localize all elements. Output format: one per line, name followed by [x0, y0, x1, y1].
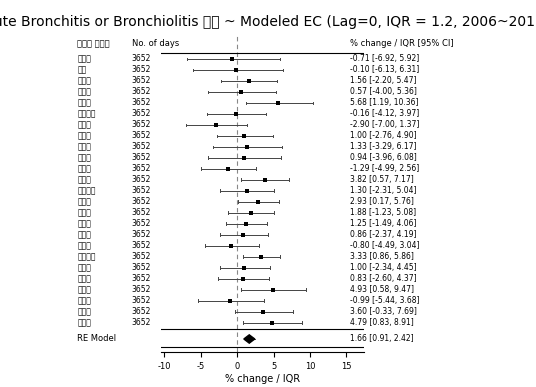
- Text: 3652: 3652: [132, 98, 151, 108]
- Text: 3652: 3652: [132, 208, 151, 217]
- Text: 3652: 3652: [132, 186, 151, 195]
- Text: 마포구: 마포구: [77, 197, 91, 206]
- Text: 0.57 [-4.00, 5.36]: 0.57 [-4.00, 5.36]: [350, 87, 417, 96]
- Text: 3652: 3652: [132, 197, 151, 206]
- Text: 성북구: 성북구: [77, 131, 91, 140]
- Text: 1.56 [-2.20, 5.47]: 1.56 [-2.20, 5.47]: [350, 77, 416, 86]
- Text: 관악구: 관악구: [77, 274, 91, 283]
- Text: 영등포구: 영등포구: [77, 252, 95, 261]
- Text: 도봉구: 도봉구: [77, 153, 91, 162]
- Text: 중랑구: 중랑구: [77, 120, 91, 129]
- Text: 1.33 [-3.29, 6.17]: 1.33 [-3.29, 6.17]: [350, 142, 416, 151]
- Text: -0.80 [-4.49, 3.04]: -0.80 [-4.49, 3.04]: [350, 241, 420, 250]
- Text: 3652: 3652: [132, 55, 151, 63]
- Text: 3652: 3652: [132, 263, 151, 272]
- Text: 중구: 중구: [77, 65, 86, 74]
- Text: % change / IQR [95% CI]: % change / IQR [95% CI]: [350, 39, 453, 48]
- Text: 노원구: 노원구: [77, 164, 91, 173]
- Text: 3.82 [0.57, 7.17]: 3.82 [0.57, 7.17]: [350, 175, 414, 184]
- Text: 4.93 [0.58, 9.47]: 4.93 [0.58, 9.47]: [350, 285, 414, 294]
- Title: Acute Bronchitis or Bronchiolitis 입원 ~ Modeled EC (Lag=0, IQR = 1.2, 2006~2015): Acute Bronchitis or Bronchiolitis 입원 ~ M…: [0, 15, 536, 29]
- Text: 서대문구: 서대문구: [77, 186, 95, 195]
- Text: 1.00 [-2.34, 4.45]: 1.00 [-2.34, 4.45]: [350, 263, 416, 272]
- Text: 3652: 3652: [132, 307, 151, 316]
- Text: 송파구: 송파구: [77, 307, 91, 316]
- Text: 3652: 3652: [132, 120, 151, 129]
- Text: 3652: 3652: [132, 77, 151, 86]
- Text: 3.33 [0.86, 5.86]: 3.33 [0.86, 5.86]: [350, 252, 414, 261]
- Text: 은평구: 은평구: [77, 175, 91, 184]
- Text: 3652: 3652: [132, 175, 151, 184]
- Text: 구로구: 구로구: [77, 230, 91, 239]
- Text: 3652: 3652: [132, 274, 151, 283]
- Text: 서울시 시군구: 서울시 시군구: [77, 39, 110, 48]
- X-axis label: % change / IQR: % change / IQR: [225, 374, 300, 384]
- Text: 3652: 3652: [132, 230, 151, 239]
- Text: 용산구: 용산구: [77, 77, 91, 86]
- Text: 5.68 [1.19, 10.36]: 5.68 [1.19, 10.36]: [350, 98, 419, 108]
- Text: -0.71 [-6.92, 5.92]: -0.71 [-6.92, 5.92]: [350, 55, 419, 63]
- Text: 강동구: 강동구: [77, 318, 91, 327]
- Text: 1.25 [-1.49, 4.06]: 1.25 [-1.49, 4.06]: [350, 219, 416, 228]
- Text: 성동구: 성동구: [77, 87, 91, 96]
- Text: 0.86 [-2.37, 4.19]: 0.86 [-2.37, 4.19]: [350, 230, 416, 239]
- Text: 양천구: 양천구: [77, 208, 91, 217]
- Text: 3652: 3652: [132, 285, 151, 294]
- Text: 3652: 3652: [132, 110, 151, 118]
- Text: 동대문구: 동대문구: [77, 110, 95, 118]
- Text: 3652: 3652: [132, 87, 151, 96]
- Text: 3652: 3652: [132, 142, 151, 151]
- Text: 0.83 [-2.60, 4.37]: 0.83 [-2.60, 4.37]: [350, 274, 416, 283]
- Text: 0.94 [-3.96, 6.08]: 0.94 [-3.96, 6.08]: [350, 153, 416, 162]
- Text: 3652: 3652: [132, 241, 151, 250]
- Text: 2.93 [0.17, 5.76]: 2.93 [0.17, 5.76]: [350, 197, 414, 206]
- Text: 종로구: 종로구: [77, 55, 91, 63]
- Text: 4.79 [0.83, 8.91]: 4.79 [0.83, 8.91]: [350, 318, 414, 327]
- Text: 3652: 3652: [132, 153, 151, 162]
- Text: -0.16 [-4.12, 3.97]: -0.16 [-4.12, 3.97]: [350, 110, 419, 118]
- Text: -1.29 [-4.99, 2.56]: -1.29 [-4.99, 2.56]: [350, 164, 419, 173]
- Text: 금천구: 금천구: [77, 241, 91, 250]
- Text: 1.88 [-1.23, 5.08]: 1.88 [-1.23, 5.08]: [350, 208, 416, 217]
- Text: 3652: 3652: [132, 219, 151, 228]
- Text: 서초구: 서초구: [77, 285, 91, 294]
- Text: 1.00 [-2.76, 4.90]: 1.00 [-2.76, 4.90]: [350, 131, 416, 140]
- Text: 강남구: 강남구: [77, 296, 91, 305]
- Text: No. of days: No. of days: [132, 39, 179, 48]
- Text: 3652: 3652: [132, 131, 151, 140]
- Text: -0.99 [-5.44, 3.68]: -0.99 [-5.44, 3.68]: [350, 296, 420, 305]
- Polygon shape: [244, 335, 255, 343]
- Text: 동작구: 동작구: [77, 263, 91, 272]
- Text: -0.10 [-6.13, 6.31]: -0.10 [-6.13, 6.31]: [350, 65, 419, 74]
- Text: 1.30 [-2.31, 5.04]: 1.30 [-2.31, 5.04]: [350, 186, 416, 195]
- Text: 3652: 3652: [132, 296, 151, 305]
- Text: RE Model: RE Model: [77, 334, 116, 344]
- Text: 광진구: 광진구: [77, 98, 91, 108]
- Text: 강북구: 강북구: [77, 142, 91, 151]
- Text: 1.66 [0.91, 2.42]: 1.66 [0.91, 2.42]: [350, 334, 414, 344]
- Text: 3652: 3652: [132, 65, 151, 74]
- Text: 3.60 [-0.33, 7.69]: 3.60 [-0.33, 7.69]: [350, 307, 417, 316]
- Text: -2.90 [-7.00, 1.37]: -2.90 [-7.00, 1.37]: [350, 120, 419, 129]
- Text: 3652: 3652: [132, 252, 151, 261]
- Text: 강서구: 강서구: [77, 219, 91, 228]
- Text: 3652: 3652: [132, 318, 151, 327]
- Text: 3652: 3652: [132, 164, 151, 173]
